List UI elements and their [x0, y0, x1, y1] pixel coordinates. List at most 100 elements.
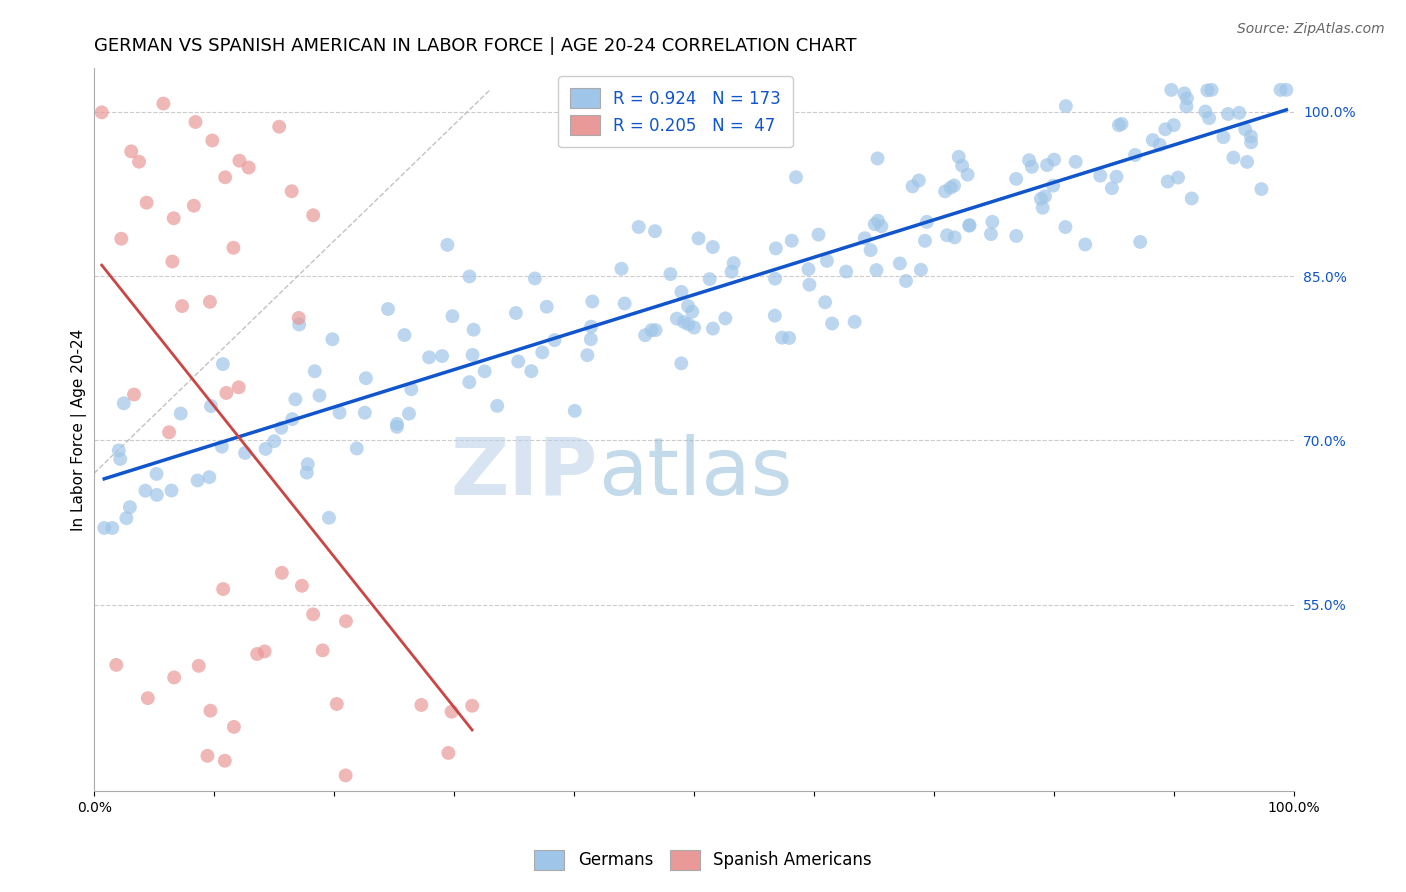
Text: ZIP: ZIP — [451, 434, 598, 512]
Point — [1043, 153, 1066, 167]
Point — [90, 105, 112, 120]
Point — [1250, 182, 1272, 196]
Point — [943, 178, 966, 193]
Point — [183, 199, 205, 213]
Point — [672, 315, 695, 329]
Point — [683, 320, 706, 334]
Point — [866, 213, 889, 227]
Point — [430, 349, 453, 363]
Point — [1216, 107, 1239, 121]
Point — [508, 354, 530, 368]
Point — [863, 217, 886, 231]
Point — [1005, 172, 1028, 186]
Point — [1275, 83, 1298, 97]
Point — [934, 184, 956, 198]
Point — [436, 238, 458, 252]
Point — [458, 375, 481, 389]
Point — [957, 219, 980, 233]
Point — [799, 277, 821, 292]
Point — [676, 299, 699, 313]
Point — [253, 644, 276, 658]
Point — [505, 306, 527, 320]
Point — [531, 345, 554, 359]
Point — [699, 272, 721, 286]
Point — [463, 323, 485, 337]
Point — [281, 412, 304, 426]
Point — [270, 421, 292, 435]
Point — [936, 228, 959, 243]
Legend: R = 0.924   N = 173, R = 0.205   N =  47: R = 0.924 N = 173, R = 0.205 N = 47 — [558, 77, 793, 147]
Text: GERMAN VS SPANISH AMERICAN IN LABOR FORCE | AGE 20-24 CORRELATION CHART: GERMAN VS SPANISH AMERICAN IN LABOR FORC… — [94, 37, 856, 55]
Point — [980, 227, 1002, 241]
Point — [853, 231, 876, 245]
Point — [714, 311, 737, 326]
Point — [1032, 201, 1054, 215]
Point — [211, 440, 233, 454]
Point — [354, 371, 377, 385]
Point — [394, 328, 416, 343]
Point — [107, 443, 129, 458]
Point — [865, 263, 887, 277]
Point — [581, 294, 603, 309]
Point — [110, 232, 132, 246]
Point — [959, 218, 981, 232]
Point — [1160, 83, 1182, 97]
Point — [254, 442, 277, 456]
Point — [914, 234, 936, 248]
Point — [385, 420, 408, 434]
Point — [702, 240, 724, 254]
Point — [187, 474, 209, 488]
Point — [1074, 237, 1097, 252]
Text: atlas: atlas — [598, 434, 792, 512]
Point — [110, 452, 132, 467]
Point — [659, 267, 682, 281]
Point — [295, 466, 318, 480]
Point — [1090, 169, 1112, 183]
Point — [1181, 191, 1204, 205]
Point — [198, 470, 221, 484]
Point — [200, 399, 222, 413]
Point — [474, 364, 496, 378]
Point — [212, 582, 235, 596]
Point — [288, 318, 311, 332]
Point — [1111, 117, 1133, 131]
Point — [1021, 160, 1043, 174]
Point — [894, 274, 917, 288]
Point — [1154, 122, 1177, 136]
Point — [184, 115, 207, 129]
Point — [644, 224, 666, 238]
Point — [1234, 122, 1257, 136]
Point — [145, 467, 167, 481]
Point — [486, 399, 509, 413]
Point — [1054, 220, 1077, 235]
Point — [723, 256, 745, 270]
Point — [401, 382, 423, 396]
Point — [543, 333, 565, 347]
Point — [948, 150, 970, 164]
Point — [797, 262, 820, 277]
Point — [835, 264, 858, 278]
Point — [163, 670, 186, 684]
Point — [269, 120, 291, 134]
Point — [214, 170, 236, 185]
Point — [441, 309, 464, 323]
Point — [807, 227, 830, 242]
Point — [1212, 130, 1234, 145]
Point — [915, 215, 938, 229]
Point — [353, 406, 375, 420]
Point — [910, 262, 932, 277]
Point — [579, 319, 602, 334]
Point — [821, 317, 844, 331]
Point — [778, 331, 800, 345]
Point — [398, 407, 420, 421]
Point — [215, 386, 238, 401]
Point — [1175, 99, 1198, 113]
Point — [610, 261, 633, 276]
Point — [302, 208, 325, 222]
Point — [763, 271, 786, 285]
Point — [302, 607, 325, 622]
Point — [120, 145, 142, 159]
Point — [1194, 104, 1216, 119]
Point — [201, 133, 224, 147]
Point — [135, 195, 157, 210]
